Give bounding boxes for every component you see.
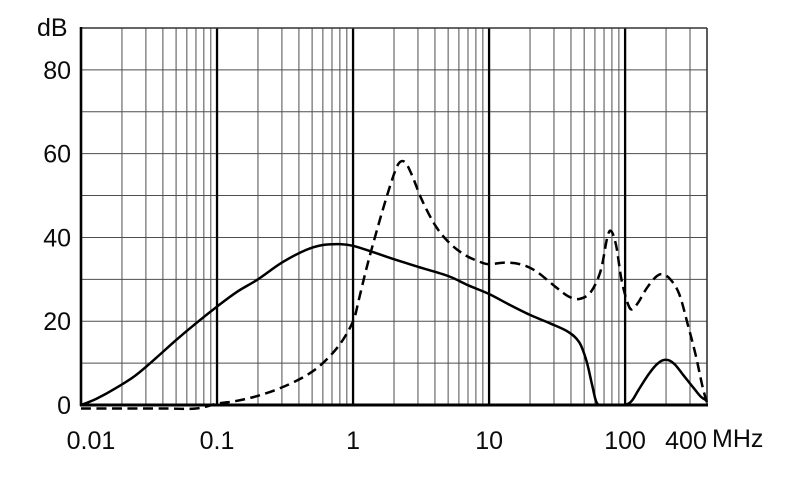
x-tick-label: 400	[665, 427, 707, 455]
y-tick-label: 40	[43, 224, 71, 252]
y-tick-label: 20	[43, 308, 71, 336]
y-axis-unit-label: dB	[37, 14, 68, 42]
y-tick-label: 80	[43, 57, 71, 85]
x-tick-label: 0.1	[200, 427, 235, 455]
solid-curve	[80, 242, 708, 407]
dashed-curve	[81, 159, 709, 411]
x-axis-unit-label: MHz	[712, 425, 764, 453]
x-tick-label: 10	[475, 427, 503, 455]
y-tick-label: 60	[43, 141, 71, 169]
y-tick-label: 0	[57, 392, 71, 420]
x-tick-label: 0.01	[67, 427, 116, 455]
x-tick-label: 1	[346, 427, 360, 455]
x-tick-label: 100	[604, 427, 646, 455]
